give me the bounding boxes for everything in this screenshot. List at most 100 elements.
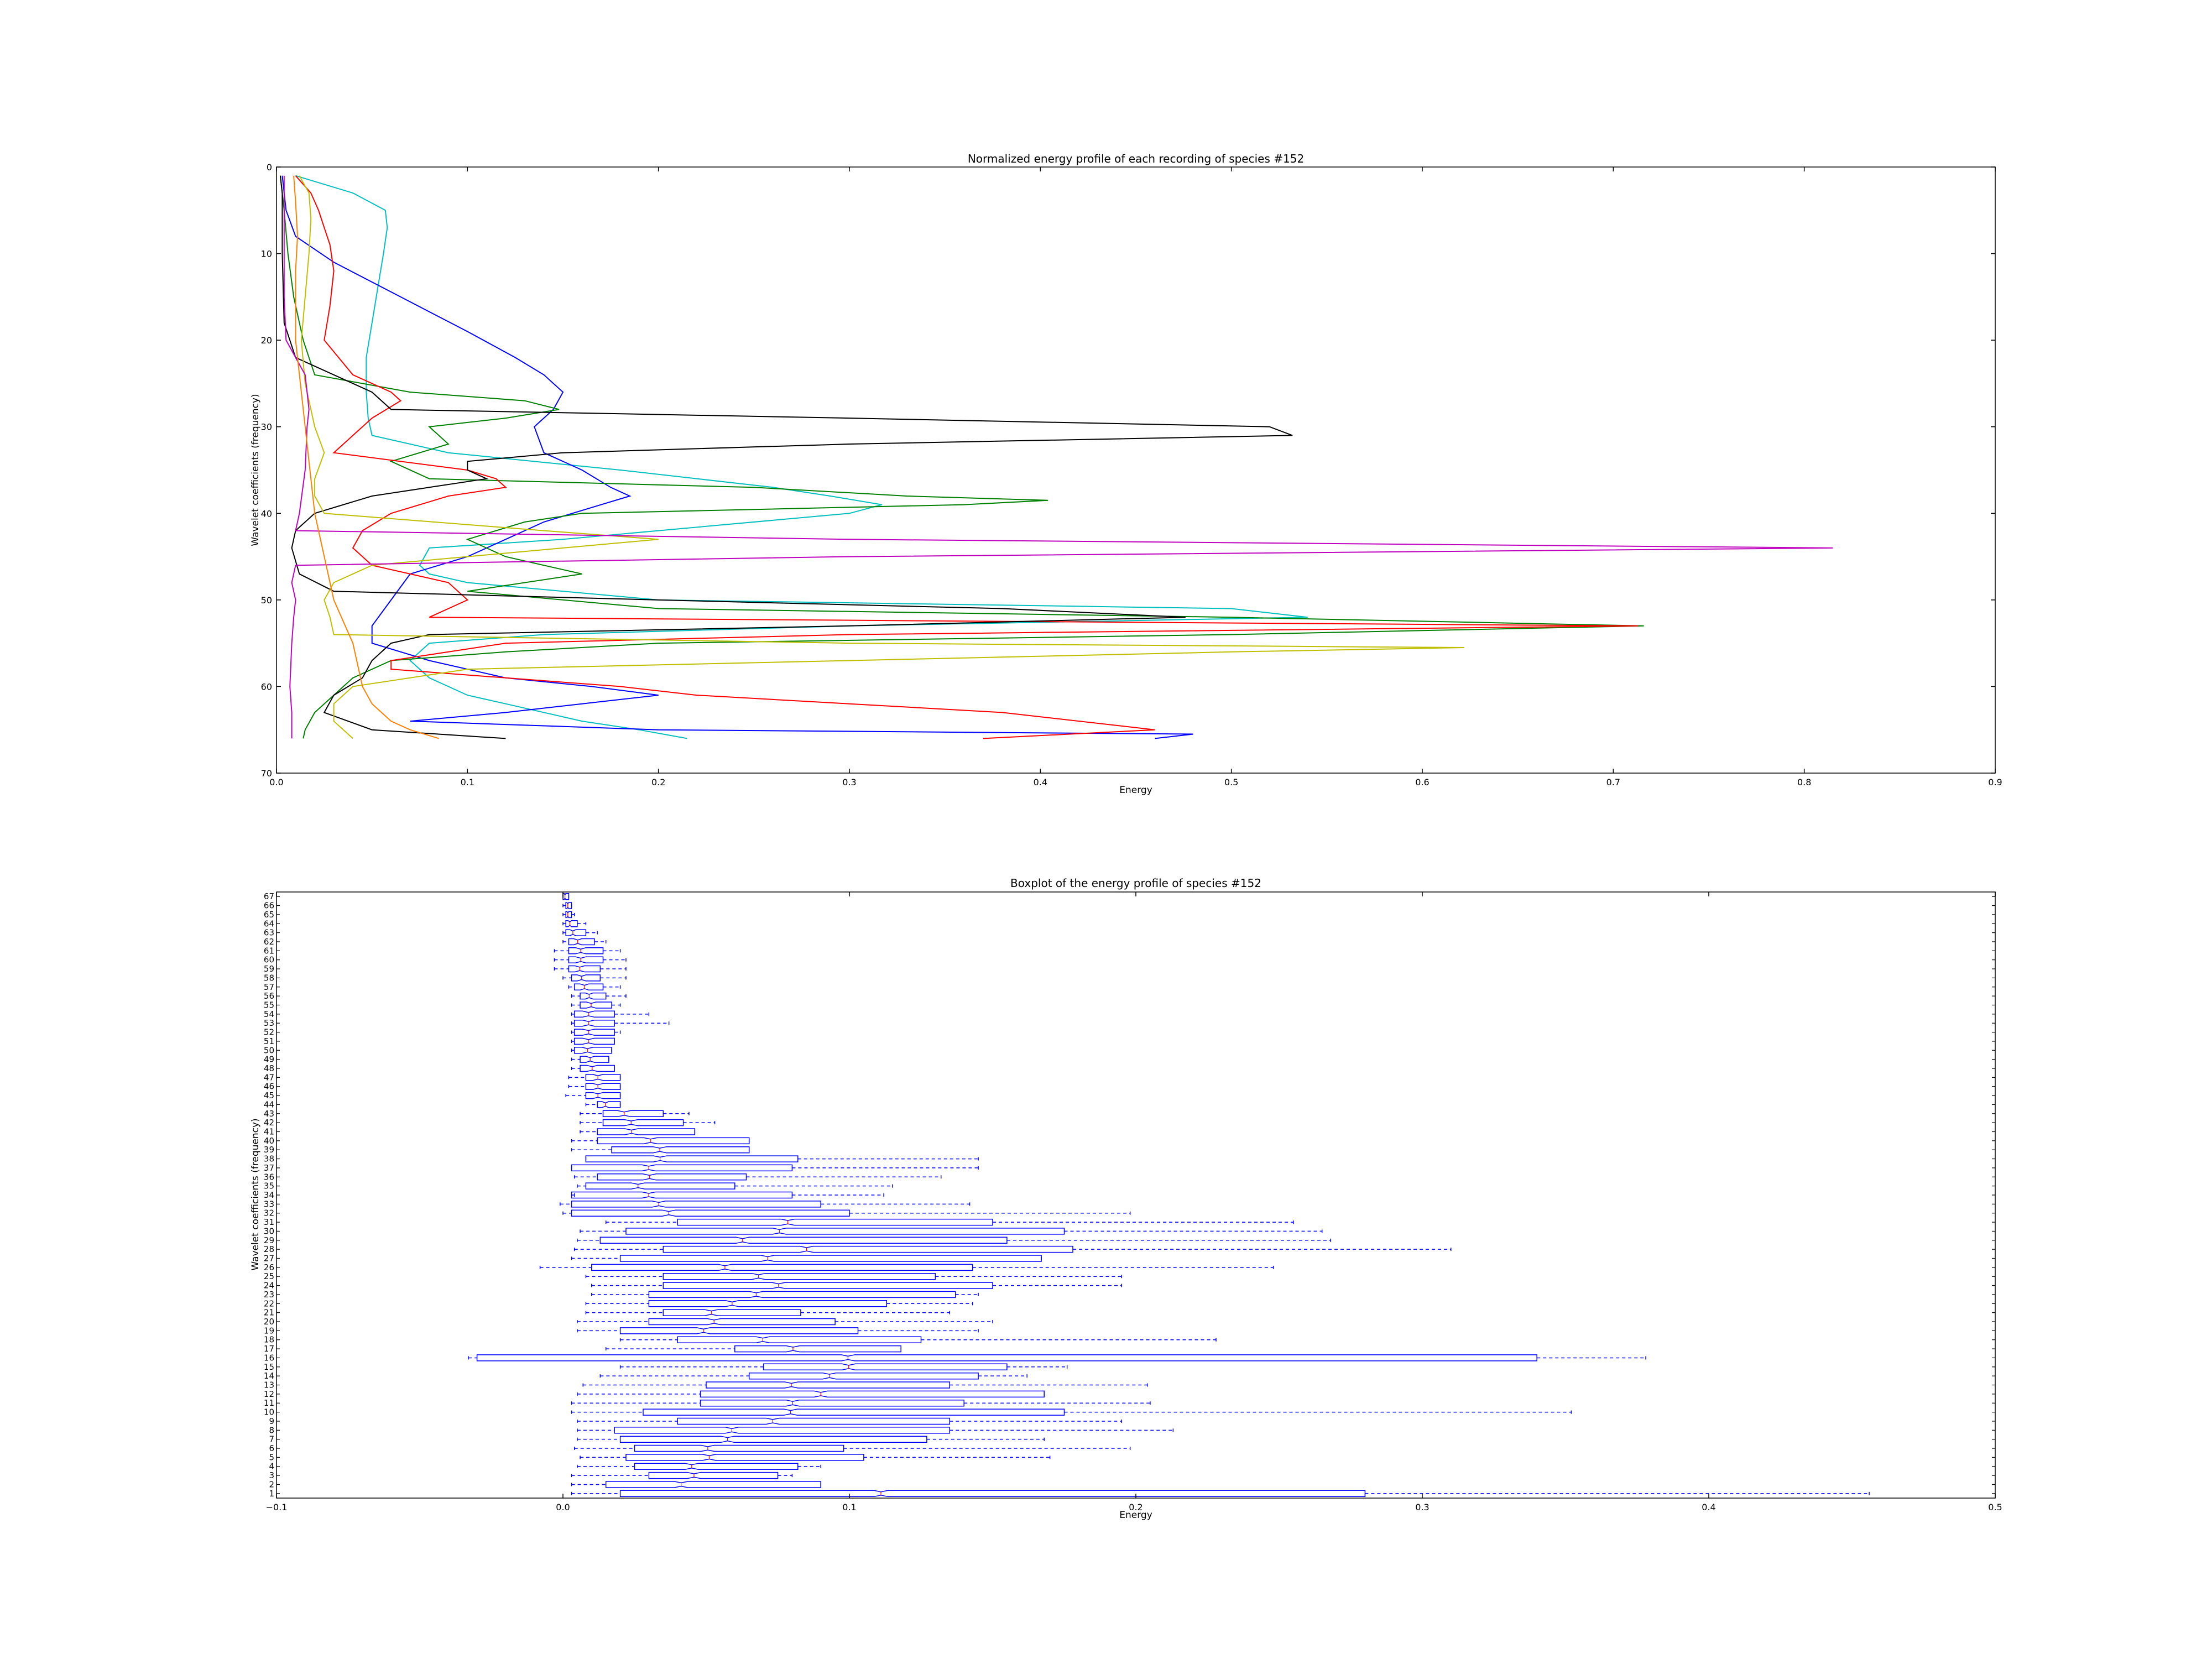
notched-box [597,1101,621,1108]
box-44 [585,1101,621,1108]
notched-box [573,983,604,991]
y-tick-label: 21 [264,1308,274,1318]
y-tick-label: 20 [261,335,272,346]
y-tick-label: 60 [264,955,274,965]
box-8 [577,1427,1174,1434]
y-tick-label: 15 [264,1362,274,1372]
y-tick-label: 34 [264,1190,274,1200]
box-17 [605,1345,901,1353]
y-tick-label: 49 [264,1055,274,1065]
notched-box [565,929,587,936]
box-29 [577,1237,1331,1244]
box-30 [580,1228,1323,1235]
y-tick-label: 28 [264,1244,274,1254]
y-axis-label: Wavelet coefficients (frequency) [250,394,261,546]
y-tick-label: 67 [264,891,274,901]
x-tick-label: 0.2 [651,777,665,787]
y-tick-label: 30 [261,422,272,432]
notched-box [571,1201,821,1208]
box-25 [585,1272,1122,1280]
x-tick-label: 0.8 [1797,777,1811,787]
box-64 [562,920,587,927]
notched-box [573,1019,615,1027]
notched-box [619,1255,1042,1262]
axes: −0.1 0.0 0.1 0.2 0.3 0.4 0.5123456789101112131… [264,891,2002,1512]
notched-box [662,1309,801,1316]
y-tick-label: 33 [264,1199,274,1209]
line-chart: Normalized energy profile of each record… [250,152,2002,796]
box-60 [554,956,627,963]
box-16 [468,1354,1646,1361]
box-15 [619,1363,1068,1371]
notched-box [591,1264,973,1271]
series-line-5 [279,175,1293,739]
x-tick-label: 0.9 [1988,777,2002,787]
y-tick-label: 44 [264,1099,274,1109]
y-tick-label: 5 [269,1452,274,1462]
y-tick-label: 9 [269,1416,274,1426]
notched-box [573,1029,615,1036]
notched-box [611,1146,750,1154]
y-tick-label: 31 [264,1217,274,1227]
y-tick-label: 0 [267,162,272,173]
y-tick-label: 20 [264,1317,274,1327]
box-41 [580,1128,696,1135]
notched-box [597,1173,747,1181]
x-tick-label: 0.2 [1129,1502,1142,1512]
y-tick-label: 59 [264,964,274,974]
box-51 [571,1037,615,1045]
box-2 [571,1481,821,1488]
y-tick-label: 7 [269,1434,274,1444]
y-tick-label: 46 [264,1082,274,1092]
notched-box [706,1381,951,1389]
box-19 [577,1327,979,1334]
notched-box [648,1318,836,1326]
box-43 [580,1110,690,1118]
box-chart: Boxplot of the energy profile of species… [250,877,2002,1521]
notched-box [573,1047,612,1054]
box-28 [573,1245,1452,1253]
y-tick-label: 39 [264,1145,274,1155]
y-tick-label: 70 [261,768,272,779]
y-tick-label: 52 [264,1027,274,1037]
notched-box [571,1164,793,1172]
notched-box [763,1363,1008,1371]
y-tick-label: 3 [269,1470,274,1480]
y-tick-label: 64 [264,919,274,928]
y-tick-label: 36 [264,1172,274,1182]
x-tick-label: 0.0 [269,777,283,787]
box-23 [591,1291,979,1298]
box-58 [562,974,627,982]
notched-box [585,1092,621,1099]
notched-box [568,956,604,963]
notched-box [571,1191,793,1199]
box-34 [571,1191,884,1199]
box-22 [585,1300,973,1307]
box-40 [571,1137,750,1145]
notched-box [597,1128,696,1135]
notched-box [677,1336,922,1343]
y-tick-label: 63 [264,928,274,938]
y-tick-label: 18 [264,1335,274,1345]
notched-box [565,911,572,919]
box-57 [568,983,621,991]
y-tick-label: 4 [269,1462,274,1472]
y-tick-label: 37 [264,1163,274,1173]
box-47 [568,1074,621,1081]
notched-box [585,1074,621,1081]
x-tick-label: 0.1 [842,1502,856,1512]
box-35 [577,1182,893,1190]
series-line-7 [283,175,1833,739]
notched-box [643,1408,1065,1416]
y-tick-label: 47 [264,1072,274,1082]
notched-box [585,1083,621,1090]
box-65 [562,911,575,919]
y-tick-label: 66 [264,901,274,911]
y-tick-label: 58 [264,973,274,983]
axes: 0.0 0.1 0.2 0.3 0.4 0.5 0.6 0.7 0.8 0.9 0 10 20 30 40 5… [261,162,2002,787]
notched-box [568,947,604,954]
notched-box [565,920,578,927]
box-59 [554,965,627,973]
box-1 [571,1490,1870,1498]
box-55 [571,1001,621,1009]
